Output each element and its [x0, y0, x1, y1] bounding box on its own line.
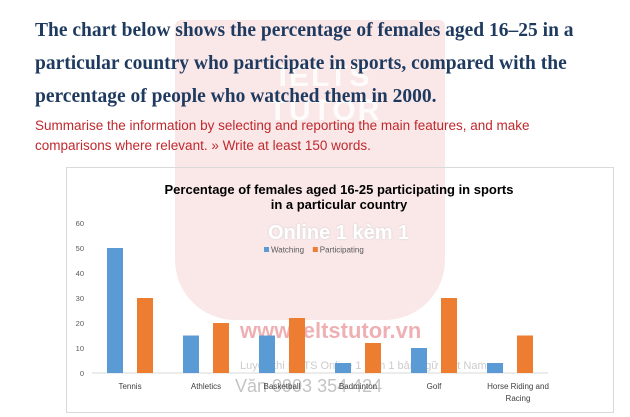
legend-swatch	[312, 247, 318, 252]
chart-title: in a particular country	[271, 197, 408, 212]
bar-watching	[335, 363, 351, 373]
chart-frame	[66, 167, 614, 413]
y-tick-label: 10	[76, 344, 84, 353]
bar-watching	[107, 248, 123, 373]
bar-participating	[137, 298, 153, 373]
legend-swatch	[264, 247, 269, 252]
watermark-shield	[175, 20, 445, 320]
x-tick-label: Tennis	[118, 382, 141, 391]
bar-participating	[289, 318, 305, 373]
watermark-online: Online 1 kèm 1	[268, 222, 410, 244]
bar-participating	[517, 335, 533, 373]
bar-participating	[213, 323, 229, 373]
x-tick-label: Racing	[506, 394, 531, 403]
chart-title: Percentage of females aged 16-25 partici…	[165, 182, 514, 197]
x-tick-label: Badminton	[339, 382, 377, 391]
legend-label: Watching	[271, 246, 304, 255]
bar-watching	[259, 335, 275, 373]
y-tick-label: 60	[76, 219, 84, 228]
x-tick-label: Golf	[427, 382, 442, 391]
x-tick-label: Horse Riding and	[487, 382, 549, 391]
y-tick-label: 0	[80, 369, 84, 378]
watermark-phone: Văn 0903 354 424	[235, 376, 383, 396]
legend-label: Participating	[320, 246, 364, 255]
bar-participating	[441, 298, 457, 373]
bar-watching	[487, 363, 503, 373]
y-tick-label: 30	[76, 294, 84, 303]
task-instruction: Summarise the information by selecting a…	[35, 118, 530, 153]
bar-watching	[183, 335, 199, 373]
bar-watching	[411, 348, 427, 373]
x-tick-label: Athletics	[191, 382, 221, 391]
watermark-brand: IELTS TUTOR	[268, 60, 382, 127]
y-tick-label: 50	[76, 244, 84, 253]
y-tick-label: 20	[76, 319, 84, 328]
x-tick-label: Basketball	[264, 382, 301, 391]
y-tick-label: 40	[76, 269, 84, 278]
bar-participating	[365, 343, 381, 373]
task-heading: The chart below shows the percentage of …	[35, 20, 574, 107]
